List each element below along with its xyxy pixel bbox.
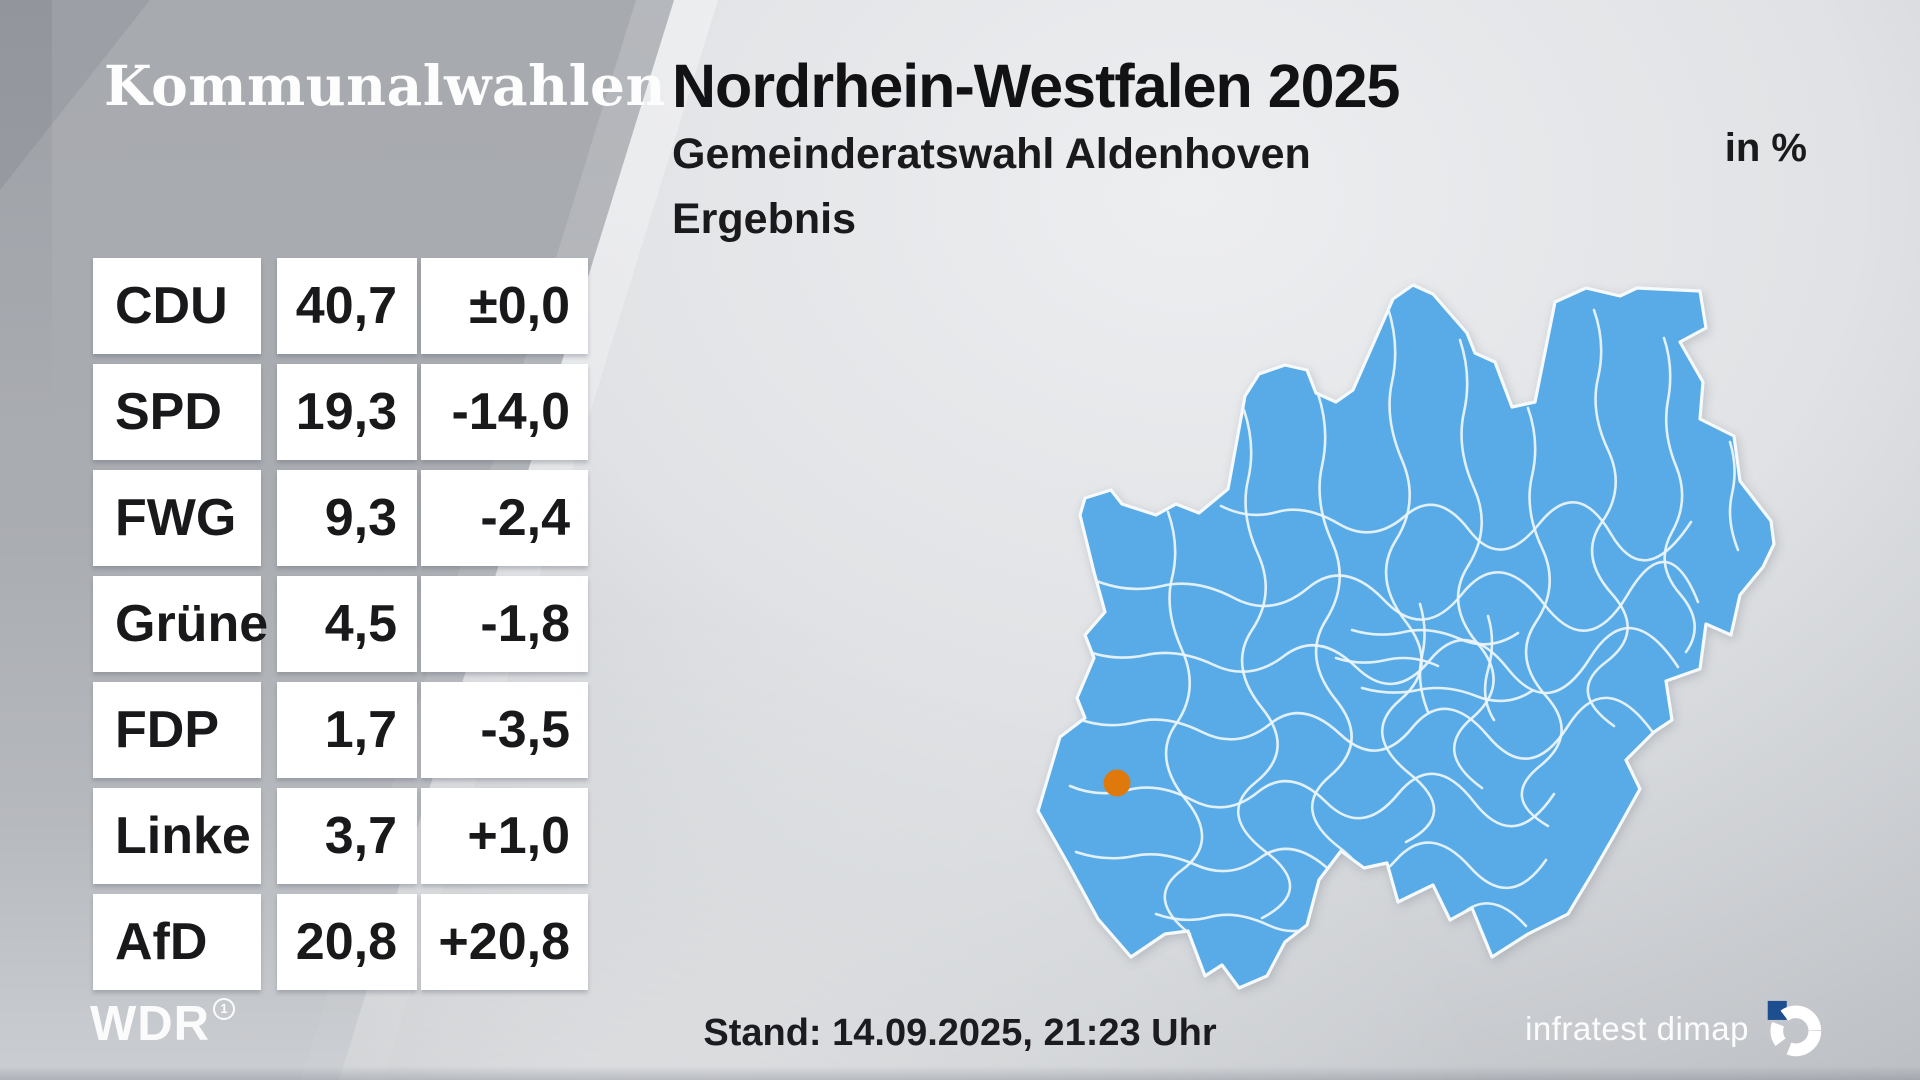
result-value: 1,7	[277, 682, 417, 778]
result-value: 20,8	[277, 894, 417, 990]
party-label: FDP	[93, 682, 261, 778]
status-timestamp: Stand: 14.09.2025, 21:23 Uhr	[703, 1012, 1217, 1054]
bottom-edge-shade	[0, 1066, 1920, 1080]
table-row: FDP 1,7 -3,5	[93, 682, 588, 778]
aldenhoven-marker	[1103, 769, 1131, 797]
change-value: +20,8	[421, 894, 588, 990]
result-label: Ergebnis	[672, 195, 856, 243]
wdr-logo: WDR 1	[90, 997, 236, 1051]
result-value: 19,3	[277, 364, 417, 460]
infratest-dimap-credit: infratest dimap	[1525, 1000, 1823, 1058]
table-row: AfD 20,8 +20,8	[93, 894, 588, 990]
left-edge-shade	[0, 0, 52, 430]
unit-label: in %	[1724, 126, 1807, 170]
result-value: 9,3	[277, 470, 417, 566]
table-row: Grüne 4,5 -1,8	[93, 576, 588, 672]
result-value: 40,7	[277, 258, 417, 354]
wdr-logo-text: WDR	[90, 997, 211, 1051]
change-value: -1,8	[421, 576, 588, 672]
change-value: -3,5	[421, 682, 588, 778]
table-row: SPD 19,3 -14,0	[93, 364, 588, 460]
table-row: Linke 3,7 +1,0	[93, 788, 588, 884]
ard-one-icon: 1	[213, 998, 236, 1020]
result-value: 3,7	[277, 788, 417, 884]
party-label: CDU	[93, 258, 261, 354]
infratest-dimap-icon	[1765, 1000, 1823, 1058]
results-table: CDU 40,7 ±0,0 SPD 19,3 -14,0 FWG 9,3 -2,…	[93, 258, 588, 1000]
party-label: FWG	[93, 470, 261, 566]
infratest-dimap-label: infratest dimap	[1525, 1010, 1749, 1047]
change-value: ±0,0	[421, 258, 588, 354]
table-row: CDU 40,7 ±0,0	[93, 258, 588, 354]
table-row: FWG 9,3 -2,4	[93, 470, 588, 566]
result-value: 4,5	[277, 576, 417, 672]
nrw-map	[1036, 283, 1776, 990]
party-label: AfD	[93, 894, 261, 990]
page-subtitle: Gemeinderatswahl Aldenhoven	[672, 130, 1311, 178]
page-title: Nordrhein-Westfalen 2025	[672, 52, 1400, 120]
change-value: -14,0	[421, 364, 588, 460]
party-label: Grüne	[93, 576, 268, 672]
program-title: Kommunalwahlen	[104, 53, 667, 118]
party-label: Linke	[93, 788, 261, 884]
change-value: -2,4	[421, 470, 588, 566]
party-label: SPD	[93, 364, 261, 460]
nrw-state-shape	[1036, 283, 1776, 990]
change-value: +1,0	[421, 788, 588, 884]
